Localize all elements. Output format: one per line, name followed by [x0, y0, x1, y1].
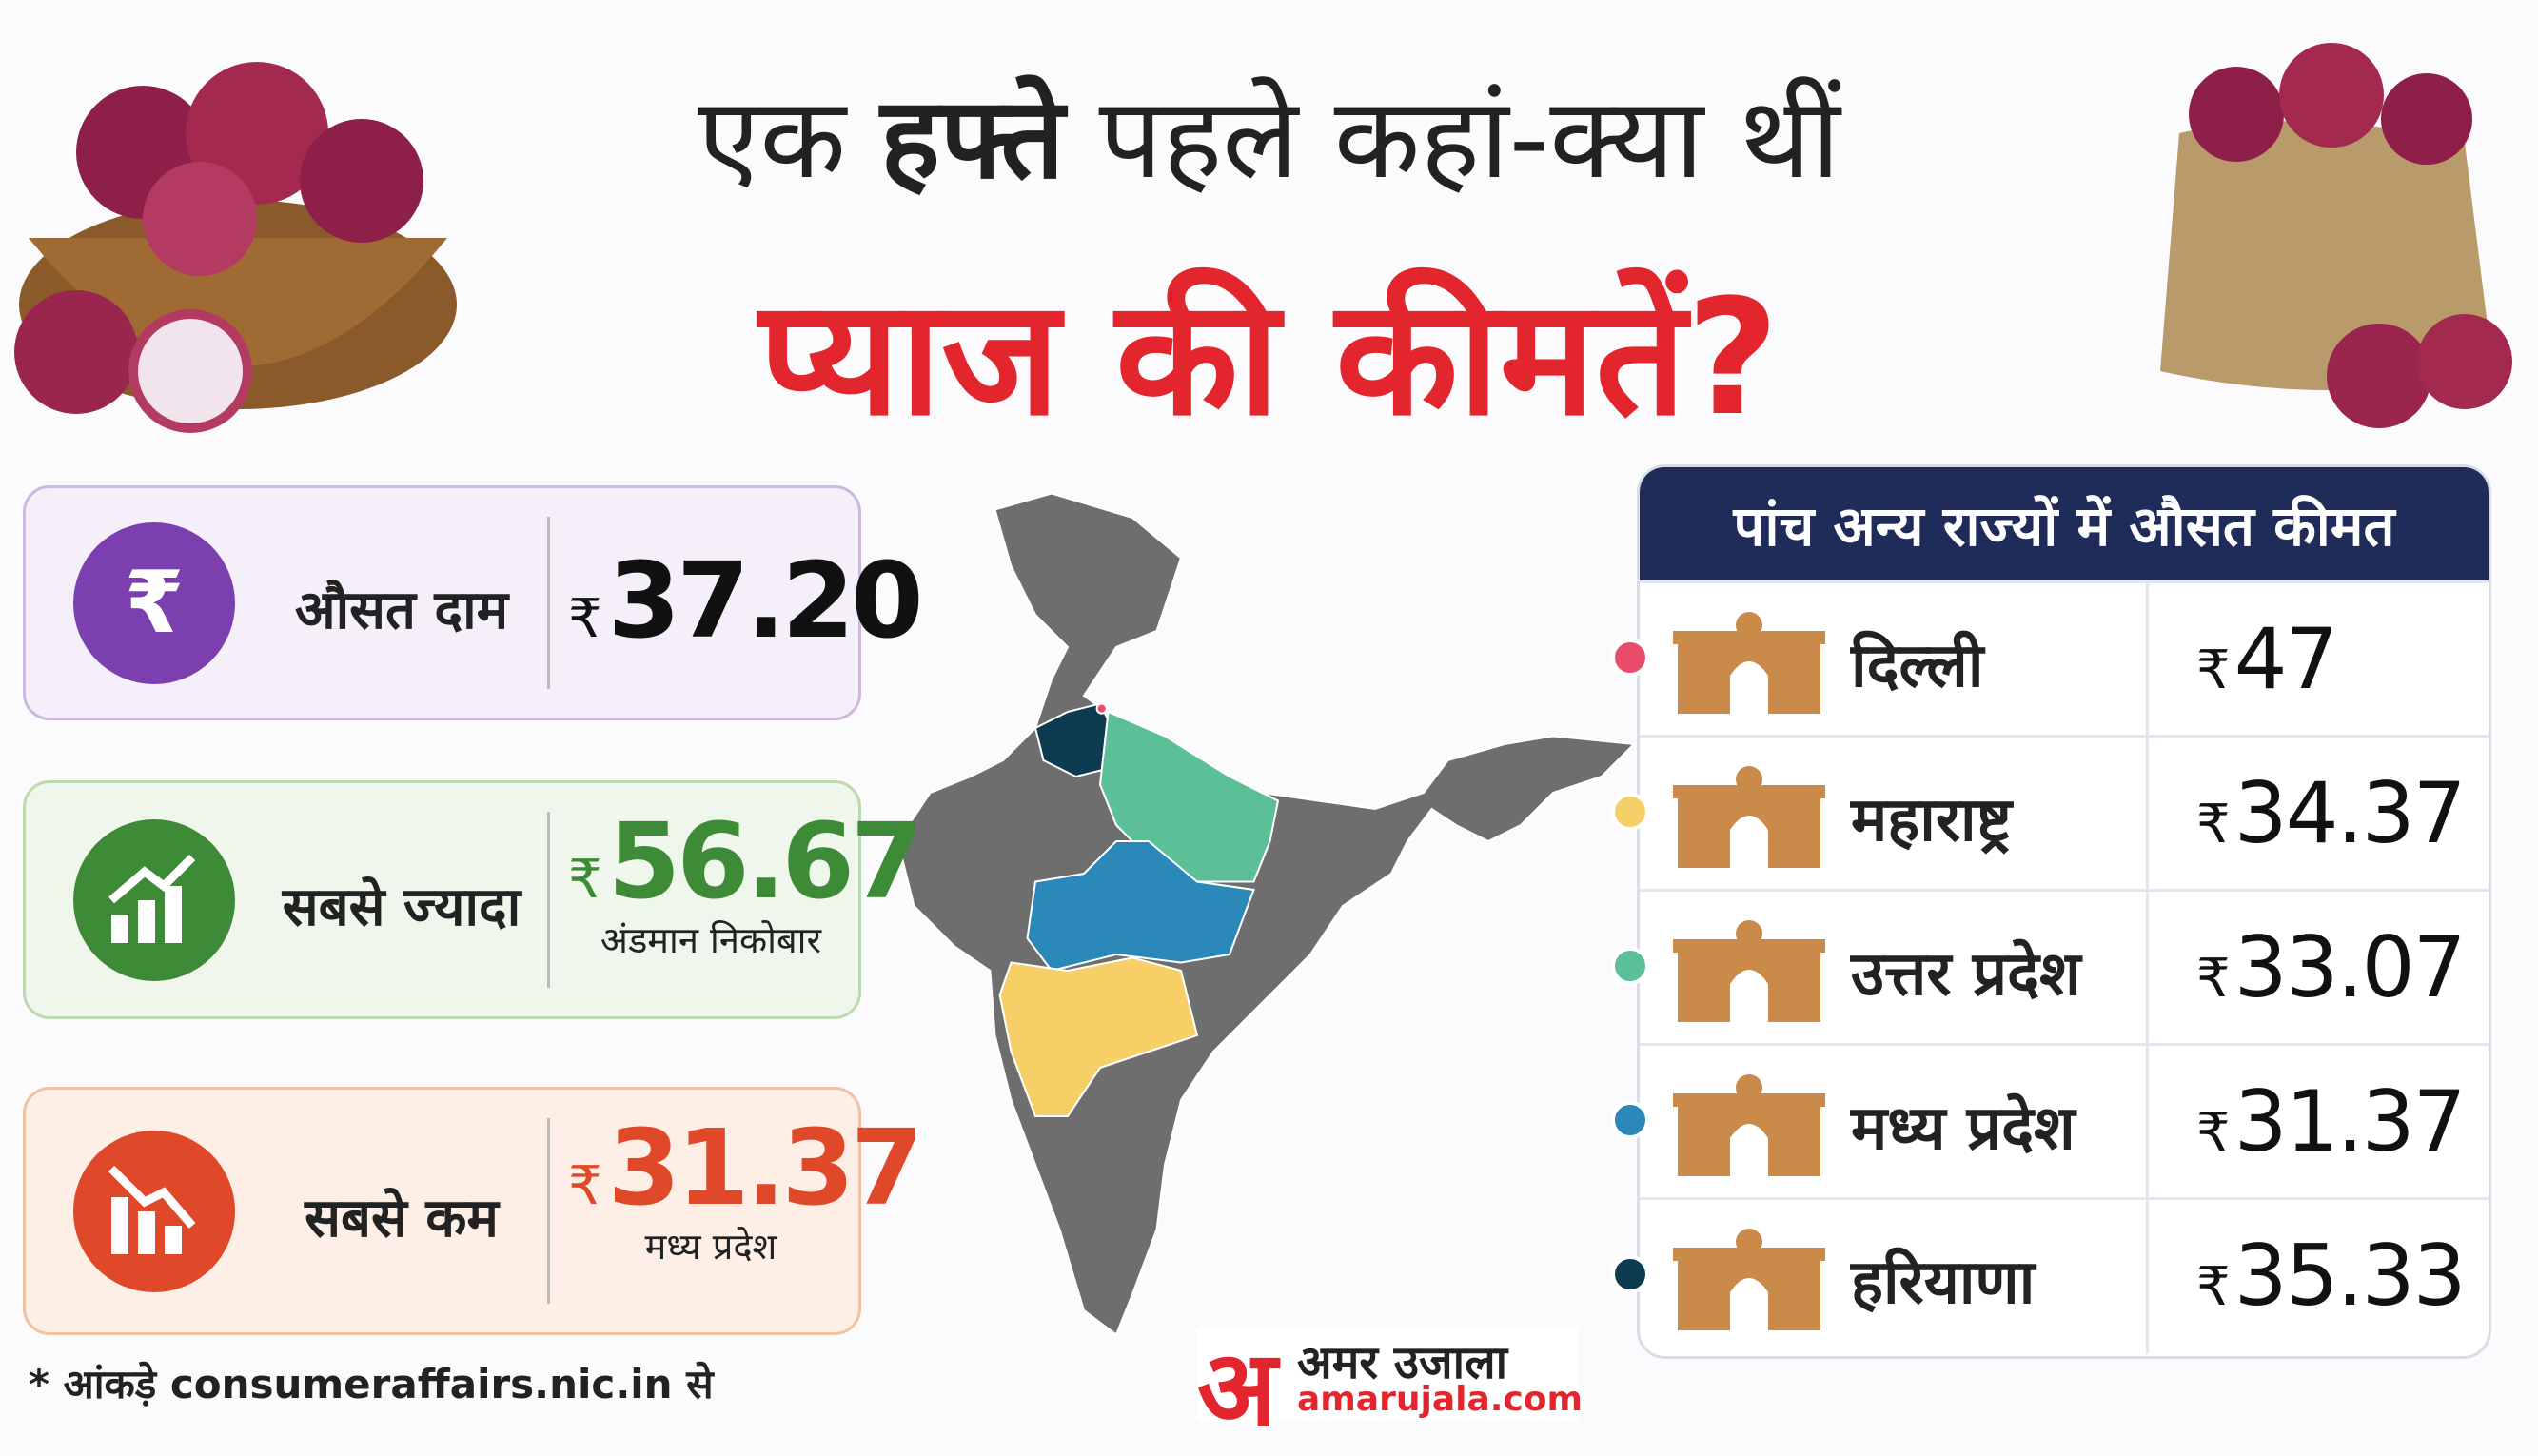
stat-card: ₹ औसत दाम ₹37.20	[23, 485, 924, 720]
table-row: हरियाणा ₹35.33	[1611, 1197, 2489, 1354]
currency: ₹	[2196, 1256, 2231, 1318]
title-part: एक	[698, 72, 847, 204]
currency: ₹	[2196, 948, 2231, 1010]
stat-card: सबसे ज्यादा ₹56.67 अंडमान निकोबार	[23, 780, 924, 1019]
map-region	[998, 956, 1199, 1118]
logo: अ अमर उजाला amarujala.com	[1197, 1327, 1583, 1449]
card-value: ₹56.67 अंडमान निकोबार	[568, 800, 924, 964]
state-dot	[1611, 947, 1649, 985]
price: 31.37	[607, 1107, 924, 1229]
price-value: 33.07	[2233, 918, 2467, 1016]
card-label: सबसे ज्यादा	[282, 876, 521, 938]
map-outline	[896, 492, 1637, 1337]
title-line2: प्याज की कीमतें?	[758, 265, 1780, 451]
currency: ₹	[568, 1155, 602, 1217]
row-divider	[2146, 1200, 2149, 1354]
state-price: ₹33.07	[2196, 918, 2467, 1016]
table-row: महाराष्ट्र ₹34.37	[1611, 735, 2489, 892]
state-dot	[1611, 639, 1649, 677]
price-value: 47	[2233, 610, 2339, 708]
logo-name: अमर उजाला	[1297, 1336, 1508, 1389]
state-price: ₹35.33	[2196, 1227, 2467, 1325]
state-table: पांच अन्य राज्यों में औसत कीमत दिल्ली ₹47…	[1611, 464, 2491, 1359]
india-map	[896, 492, 1637, 1337]
icon-down	[108, 1165, 196, 1254]
row-divider	[2146, 892, 2149, 1046]
price-value: 31.37	[2233, 1072, 2467, 1171]
currency: ₹	[2196, 1102, 2231, 1164]
state-price: ₹34.37	[2196, 764, 2467, 862]
title-line1: एक हफ्ते पहले कहां-क्या थीं	[0, 57, 2538, 210]
card-value: ₹37.20	[568, 540, 924, 661]
onion-sack	[2160, 43, 2512, 428]
onion-basket	[14, 62, 457, 433]
card-icon	[73, 818, 235, 981]
monument-icon	[1673, 1074, 1825, 1176]
logo-mark: अ	[1197, 1328, 1278, 1449]
currency: ₹	[568, 849, 602, 911]
monument	[1659, 758, 1840, 876]
card-place: अंडमान निकोबार	[600, 919, 822, 961]
table-row: दिल्ली ₹47	[1611, 580, 2489, 738]
card-icon	[73, 1130, 235, 1292]
monument	[1659, 913, 1840, 1031]
card-label: औसत दाम	[294, 579, 509, 641]
currency: ₹	[2196, 639, 2231, 701]
state-price: ₹31.37	[2196, 1072, 2467, 1171]
state-price: ₹47	[2196, 610, 2339, 708]
table-row: उत्तर प्रदेश ₹33.07	[1611, 889, 2489, 1046]
state-name: हरियाणा	[1851, 1248, 2036, 1318]
row-divider	[2146, 583, 2149, 738]
title-part: हफ्ते	[880, 72, 1065, 204]
card-place: मध्य प्रदेश	[644, 1226, 777, 1268]
currency: ₹	[568, 587, 602, 650]
monument	[1659, 604, 1840, 722]
map-region	[1098, 710, 1280, 883]
monument	[1659, 1067, 1840, 1185]
currency: ₹	[2196, 794, 2231, 856]
card-value: ₹31.37 मध्य प्रदेश	[568, 1107, 924, 1270]
card-icon: ₹	[73, 521, 235, 684]
state-name: उत्तर प्रदेश	[1851, 939, 2081, 1010]
card-divider	[547, 812, 550, 988]
footnote: * आंकड़े consumeraffairs.nic.in से	[29, 1361, 714, 1407]
table-header: पांच अन्य राज्यों में औसत कीमत	[1640, 467, 2489, 580]
state-name: महाराष्ट्र	[1851, 785, 2012, 856]
title-part: पहले कहां-क्या थीं	[1098, 72, 1840, 204]
price-value: 34.37	[2233, 764, 2467, 862]
state-dot	[1611, 793, 1649, 831]
stat-card: सबसे कम ₹31.37 मध्य प्रदेश	[23, 1087, 924, 1335]
row-divider	[2146, 738, 2149, 892]
state-dot	[1611, 1255, 1649, 1293]
monument-icon	[1673, 612, 1825, 714]
icon-symbol: ₹	[124, 553, 185, 653]
monument	[1659, 1221, 1840, 1339]
card-label: सबसे कम	[305, 1187, 499, 1249]
monument-icon	[1673, 1229, 1825, 1330]
card-divider	[547, 517, 550, 689]
price: 37.20	[607, 539, 924, 661]
icon-up	[108, 854, 196, 943]
card-divider	[547, 1118, 550, 1304]
map-region	[1026, 839, 1255, 973]
state-dot	[1611, 1101, 1649, 1139]
table-row: मध्य प्रदेश ₹31.37	[1611, 1043, 2489, 1200]
row-divider	[2146, 1046, 2149, 1200]
state-name: दिल्ली	[1851, 631, 1984, 701]
monument-icon	[1673, 766, 1825, 868]
state-name: मध्य प्रदेश	[1851, 1093, 2076, 1164]
price: 56.67	[607, 800, 924, 922]
logo-site: amarujala.com	[1297, 1380, 1584, 1419]
map-region	[1095, 702, 1108, 715]
monument-icon	[1673, 920, 1825, 1022]
price-value: 35.33	[2233, 1227, 2467, 1325]
